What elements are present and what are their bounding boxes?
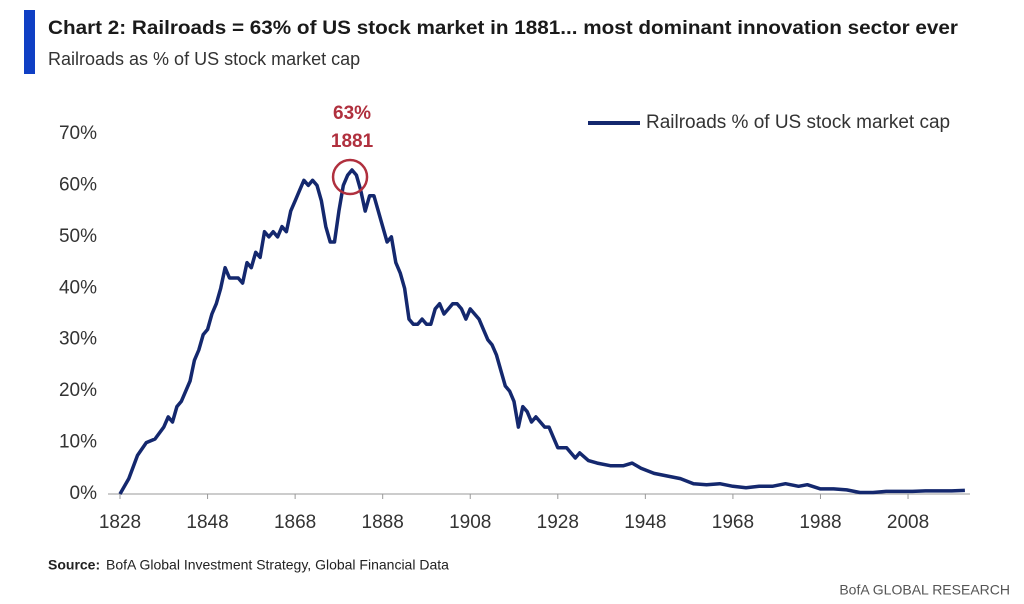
annotation-text: 63%: [333, 103, 371, 124]
x-tick-label: 1928: [537, 512, 579, 533]
x-tick-label: 1888: [362, 512, 404, 533]
y-tick-label: 40%: [59, 277, 97, 298]
chart-subtitle: Railroads as % of US stock market cap: [48, 49, 360, 69]
y-tick-label: 50%: [59, 226, 97, 247]
annotation-circle: [331, 158, 369, 196]
legend-label: Railroads % of US stock market cap: [646, 112, 950, 133]
source-label: Source:: [48, 557, 100, 573]
x-tick-label: 1848: [186, 512, 228, 533]
y-tick-label: 70%: [59, 123, 97, 144]
y-tick-label: 0%: [70, 483, 98, 504]
x-tick-label: 1968: [712, 512, 754, 533]
title-accent: [24, 10, 35, 74]
x-tick-label: 1988: [799, 512, 841, 533]
y-tick-label: 60%: [59, 174, 97, 195]
x-tick-label: 2008: [887, 512, 929, 533]
x-tick-label: 1908: [449, 512, 491, 533]
x-tick-label: 1948: [624, 512, 666, 533]
chart-title: Chart 2: Railroads = 63% of US stock mar…: [48, 18, 959, 39]
y-tick-label: 30%: [59, 329, 97, 350]
footer: BofA GLOBAL RESEARCH: [839, 582, 1010, 598]
line-series: [118, 168, 965, 495]
annotation-text: 1881: [331, 131, 374, 152]
x-tick-label: 1828: [99, 512, 141, 533]
x-tick-label: 1868: [274, 512, 316, 533]
source: BofA Global Investment Strategy, Global …: [106, 557, 449, 573]
y-tick-label: 20%: [59, 380, 97, 401]
y-tick-label: 10%: [59, 432, 97, 453]
